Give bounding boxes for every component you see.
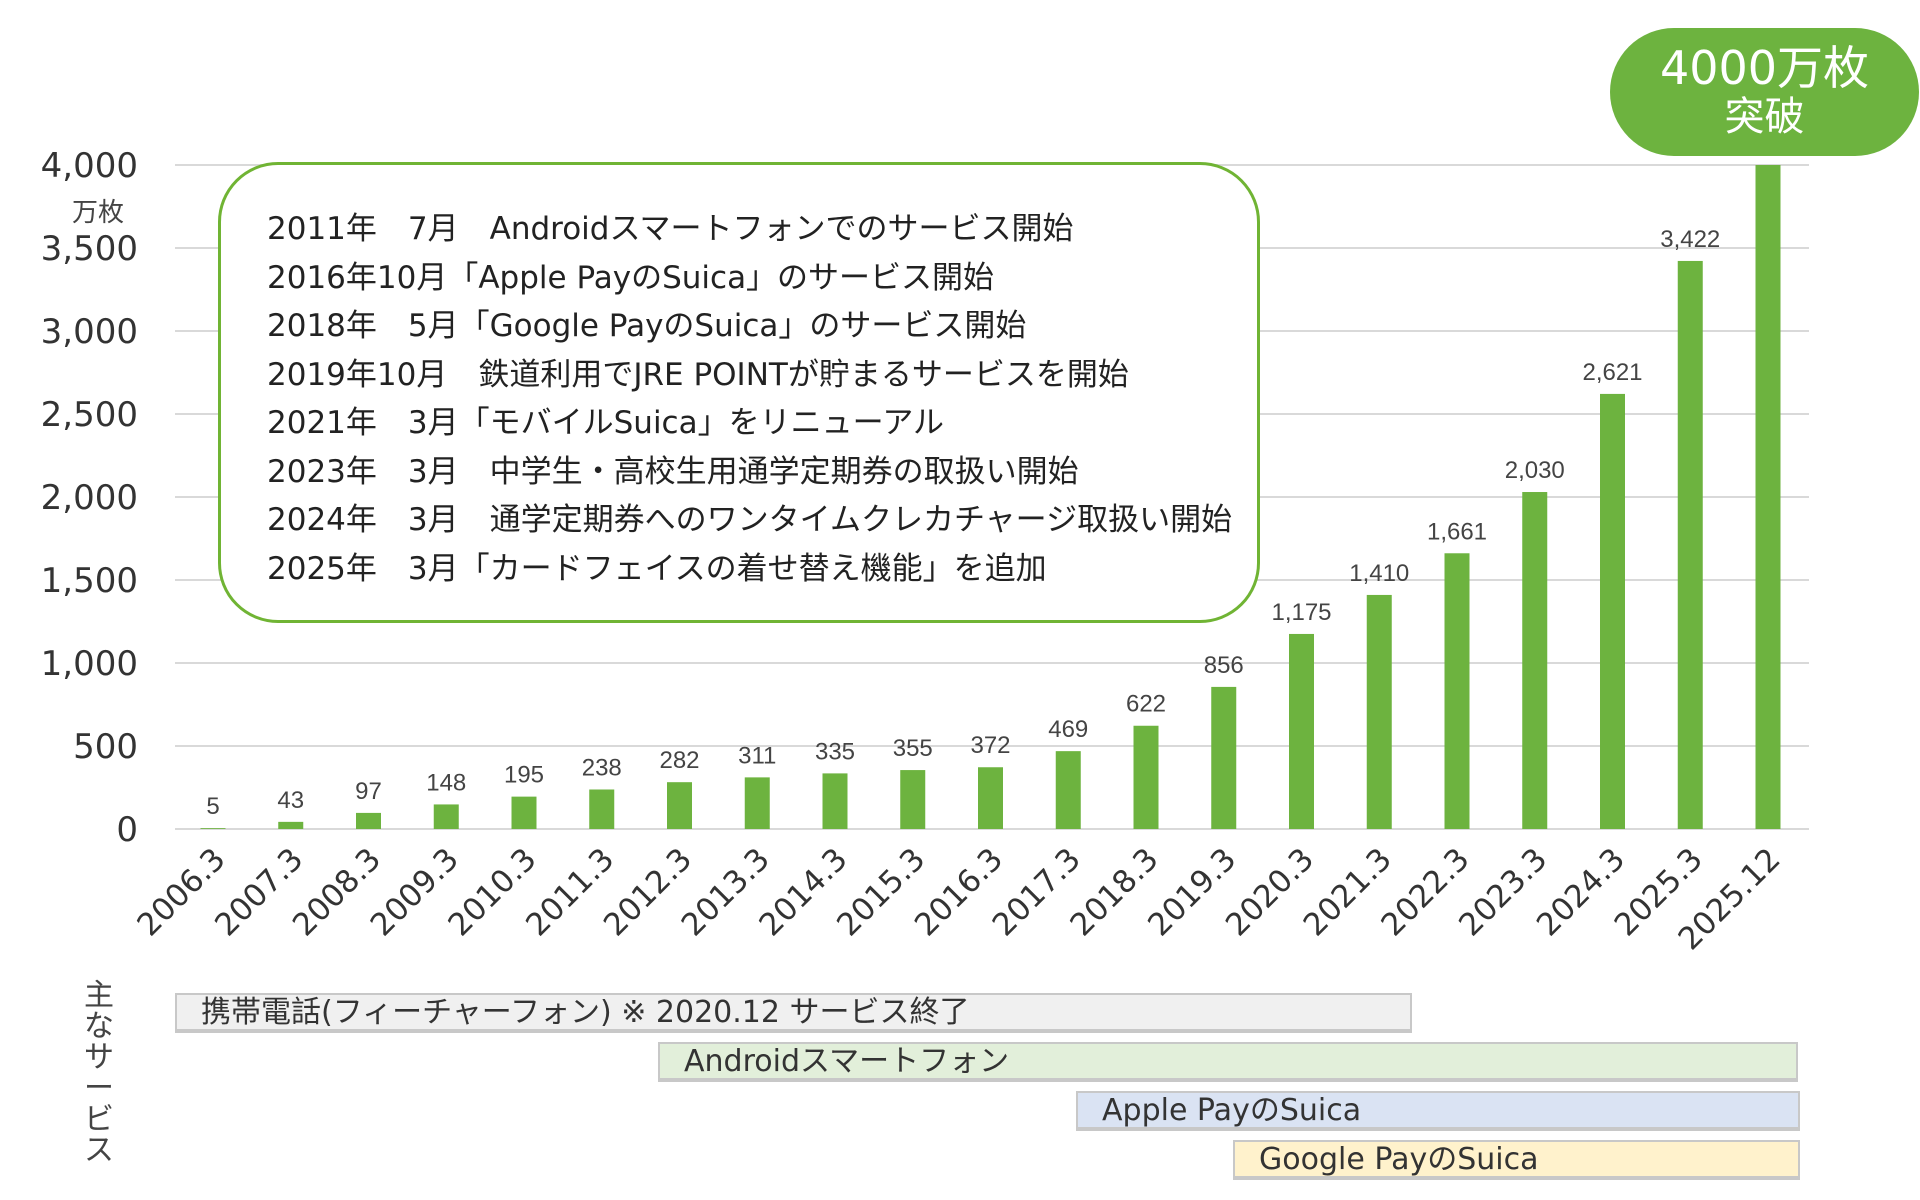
bar: [1755, 165, 1781, 829]
milestone-item: 2019年10月 鉄道利用でJRE POINTが貯まるサービスを開始: [267, 356, 1129, 393]
y-tick-label: 0: [116, 810, 138, 850]
data-label: 856: [1204, 652, 1244, 679]
bar: [511, 796, 537, 829]
data-label: 1,175: [1271, 599, 1331, 626]
data-label: 622: [1126, 691, 1166, 718]
bar: [1366, 594, 1392, 829]
badge-line-2: 突破: [1724, 94, 1805, 140]
data-label: 195: [504, 762, 544, 789]
bar: [1522, 492, 1548, 829]
y-tick-label: 3,500: [41, 229, 138, 269]
bar: [278, 821, 304, 829]
milestone-item: 2024年 3月 通学定期券へのワンタイムクレカチャージ取扱い開始: [267, 502, 1233, 538]
data-label: 335: [815, 738, 855, 765]
bar: [978, 767, 1003, 829]
data-label: 3,422: [1660, 226, 1720, 253]
badge-line-1: 4000万枚: [1659, 41, 1870, 95]
data-label: 238: [582, 754, 622, 781]
y-tick-label: 500: [73, 727, 138, 767]
data-label: 43: [277, 787, 304, 814]
data-label: 355: [893, 735, 933, 762]
data-label: 372: [970, 732, 1010, 759]
milestones-box: 2011年 7月 Androidスマートフォンでのサービス開始 2016年10月…: [218, 162, 1260, 623]
bar: [1055, 751, 1081, 829]
data-label: 2,621: [1582, 359, 1642, 386]
bar: [667, 782, 692, 829]
data-label: 5: [206, 793, 219, 820]
bar: [744, 777, 770, 829]
bar: [1444, 553, 1470, 829]
milestone-item: 2018年 5月「Google PayのSuica」のサービス開始: [267, 308, 1027, 344]
data-label: 1,661: [1427, 518, 1487, 545]
service-bar-android: Androidスマートフォン: [658, 1042, 1798, 1082]
milestone-item: 2025年 3月「カードフェイスの着せ替え機能」を追加: [267, 550, 1047, 587]
y-axis-unit: 万枚: [72, 198, 125, 228]
bar: [356, 812, 381, 829]
y-tick-label: 2,000: [41, 478, 138, 518]
data-label: 1,410: [1349, 560, 1409, 587]
bar: [589, 789, 615, 829]
milestone-item: 2011年 7月 Androidスマートフォンでのサービス開始: [267, 211, 1074, 247]
data-label: 97: [355, 778, 382, 805]
service-bar-google-pay: Google PayのSuica: [1233, 1140, 1800, 1180]
data-label: 469: [1048, 716, 1088, 743]
bar: [1677, 260, 1703, 829]
y-tick-label: 3,000: [41, 312, 138, 352]
service-bar-feature-phone: 携帯電話(フィーチャーフォン) ※ 2020.12 サービス終了: [175, 993, 1412, 1033]
bar: [822, 773, 848, 829]
service-bar-apple-pay: Apple PayのSuica: [1076, 1091, 1800, 1131]
y-tick-label: 2,500: [41, 395, 138, 435]
milestone-item: 2023年 3月 中学生・高校生用通学定期券の取扱い開始: [267, 453, 1079, 490]
milestone-item: 2021年 3月「モバイルSuica」をリニューアル: [267, 405, 945, 441]
bar: [1211, 686, 1237, 829]
bar: [1289, 633, 1314, 829]
y-tick-label: 1,500: [41, 561, 138, 601]
data-label: 2,030: [1505, 457, 1565, 484]
bar: [433, 804, 459, 829]
milestone-badge: 4000万枚 突破: [1610, 28, 1919, 156]
y-tick-label: 4,000: [41, 146, 138, 186]
bar: [1600, 393, 1625, 829]
services-title: 主なサービス: [84, 978, 114, 1168]
data-label: 282: [659, 747, 699, 774]
bar: [900, 770, 926, 829]
milestone-item: 2016年10月「Apple PayのSuica」のサービス開始: [267, 259, 995, 296]
data-label: 311: [738, 742, 776, 769]
bar: [1133, 725, 1159, 829]
bar: [200, 828, 226, 829]
y-tick-label: 1,000: [41, 644, 138, 684]
data-label: 148: [426, 769, 466, 796]
